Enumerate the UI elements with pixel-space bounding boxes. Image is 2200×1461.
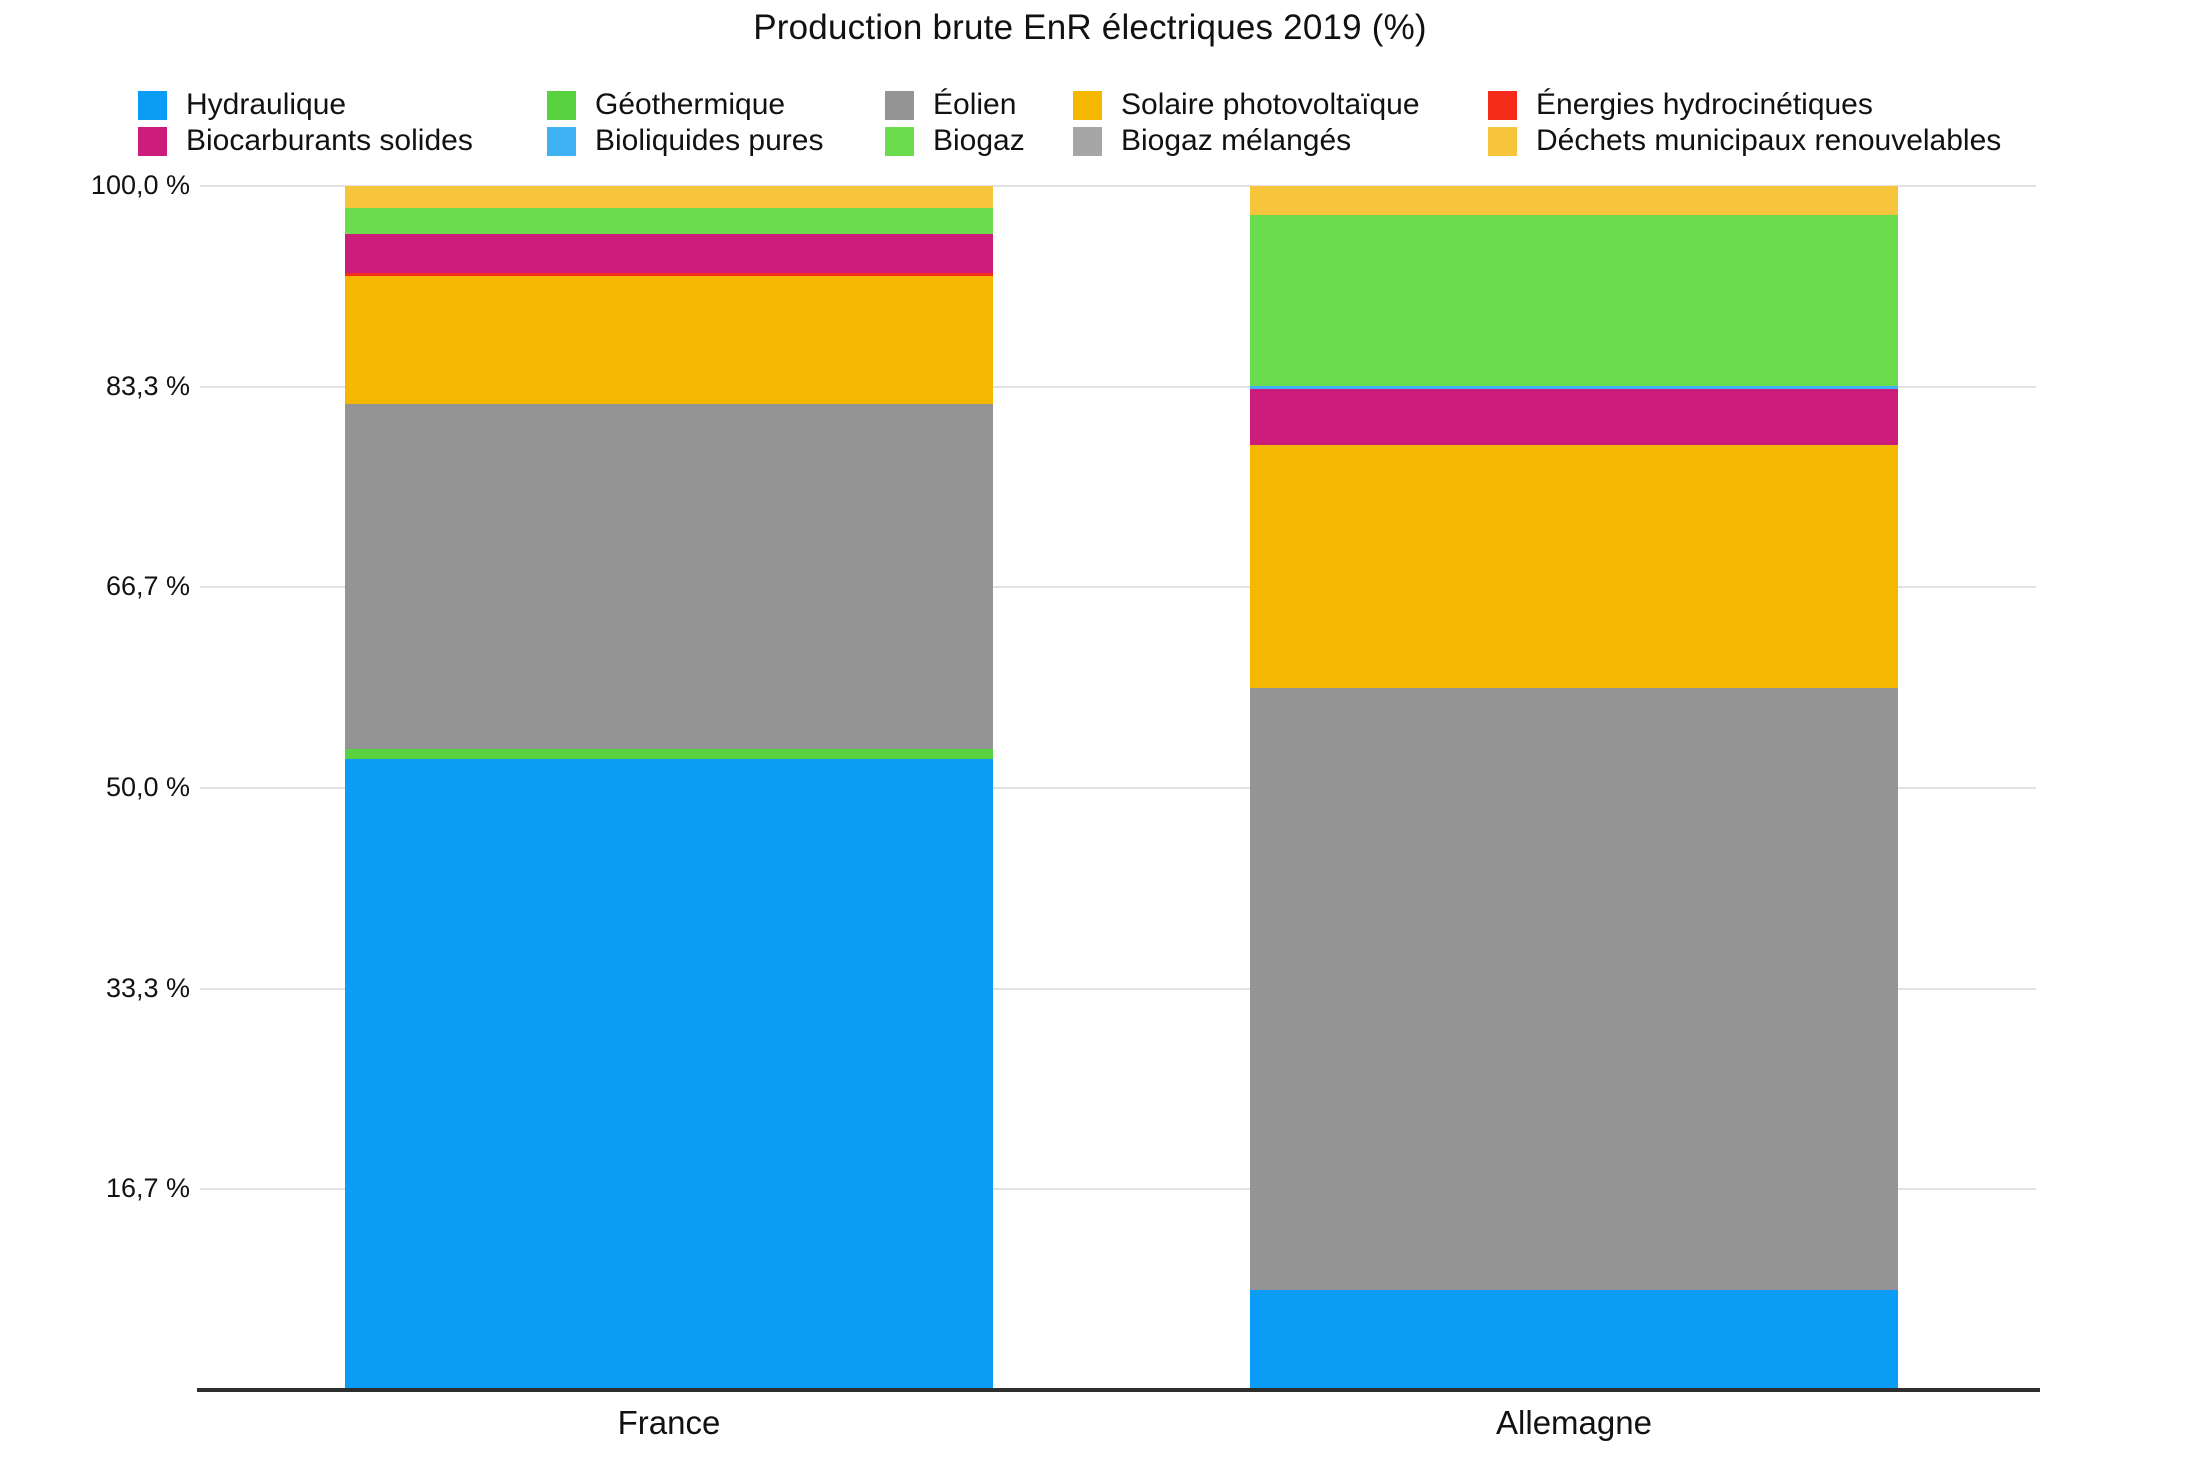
legend-label: Solaire photovoltaïque — [1121, 88, 1420, 121]
y-tick-label: 16,7 % — [105, 1173, 190, 1204]
legend-item: Géothermique — [547, 90, 785, 120]
legend-item: Hydraulique — [138, 90, 346, 120]
legend-swatch-icon — [885, 126, 914, 156]
legend-label: Énergies hydrocinétiques — [1536, 88, 1873, 121]
legend-item: Biogaz mélangés — [1073, 126, 1351, 156]
legend-label: Biocarburants solides — [186, 124, 473, 157]
stacked-bar-allemagne — [1250, 186, 1898, 1389]
x-axis-line — [197, 1388, 2040, 1392]
legend-swatch-icon — [547, 90, 576, 120]
bar-segment — [345, 403, 993, 750]
gridline — [200, 586, 2036, 589]
legend-swatch-icon — [1073, 126, 1102, 156]
legend-item: Bioliquides pures — [547, 126, 823, 156]
gridline — [200, 987, 2036, 990]
bar-segment — [345, 272, 993, 277]
bar-segment — [345, 758, 993, 1389]
gridline — [200, 385, 2036, 388]
bar-segment — [345, 749, 993, 759]
legend-swatch-icon — [1073, 90, 1102, 120]
y-tick-label: 50,0 % — [105, 772, 190, 802]
legend-label: Géothermique — [595, 88, 786, 121]
stacked-bar-france — [345, 186, 993, 1389]
chart-title: Production brute EnR électriques 2019 (%… — [753, 8, 1427, 47]
bar-segment — [345, 234, 993, 273]
bar-segment — [1250, 214, 1898, 386]
y-tick-label: 66,7 % — [105, 571, 190, 602]
y-tick-label: 83,3 % — [105, 370, 190, 401]
legend-item: Déchets municipaux renouvelables — [1488, 126, 2001, 156]
legend-label: Biogaz — [933, 124, 1025, 157]
gridline — [200, 185, 2036, 187]
legend-item: Solaire photovoltaïque — [1073, 90, 1420, 120]
bar-segment — [1250, 385, 1898, 390]
legend-item: Biogaz — [885, 126, 1025, 156]
legend-item: Biocarburants solides — [138, 126, 473, 156]
legend-swatch-icon — [1488, 126, 1517, 156]
bar-segment — [345, 276, 993, 404]
legend-swatch-icon — [547, 126, 576, 156]
gridline — [200, 1188, 2036, 1191]
bar-segment — [345, 186, 993, 208]
category-label: Allemagne — [1496, 1404, 1652, 1441]
bar-segment — [1250, 444, 1898, 688]
category-label: France — [617, 1404, 721, 1441]
legend-swatch-icon — [138, 126, 167, 156]
legend-swatch-icon — [138, 90, 167, 120]
bar-segment — [1250, 389, 1898, 445]
legend-label: Déchets municipaux renouvelables — [1536, 124, 2002, 157]
legend-label: Bioliquides pures — [595, 124, 824, 157]
legend-label: Éolien — [933, 88, 1017, 121]
bar-segment — [345, 207, 993, 235]
bar-segment — [1250, 1290, 1898, 1389]
legend-swatch-icon — [1488, 90, 1517, 120]
legend-item: Énergies hydrocinétiques — [1488, 90, 1873, 120]
y-tick-label: 100,0 % — [90, 170, 190, 200]
legend-label: Hydraulique — [186, 88, 347, 121]
y-tick-label: 33,3 % — [105, 972, 190, 1003]
bar-segment — [1250, 186, 1898, 215]
legend-item: Éolien — [885, 90, 1016, 120]
legend-swatch-icon — [885, 90, 914, 120]
legend-label: Biogaz mélangés — [1121, 124, 1352, 157]
gridline — [200, 787, 2036, 789]
bar-segment — [1250, 687, 1898, 1291]
